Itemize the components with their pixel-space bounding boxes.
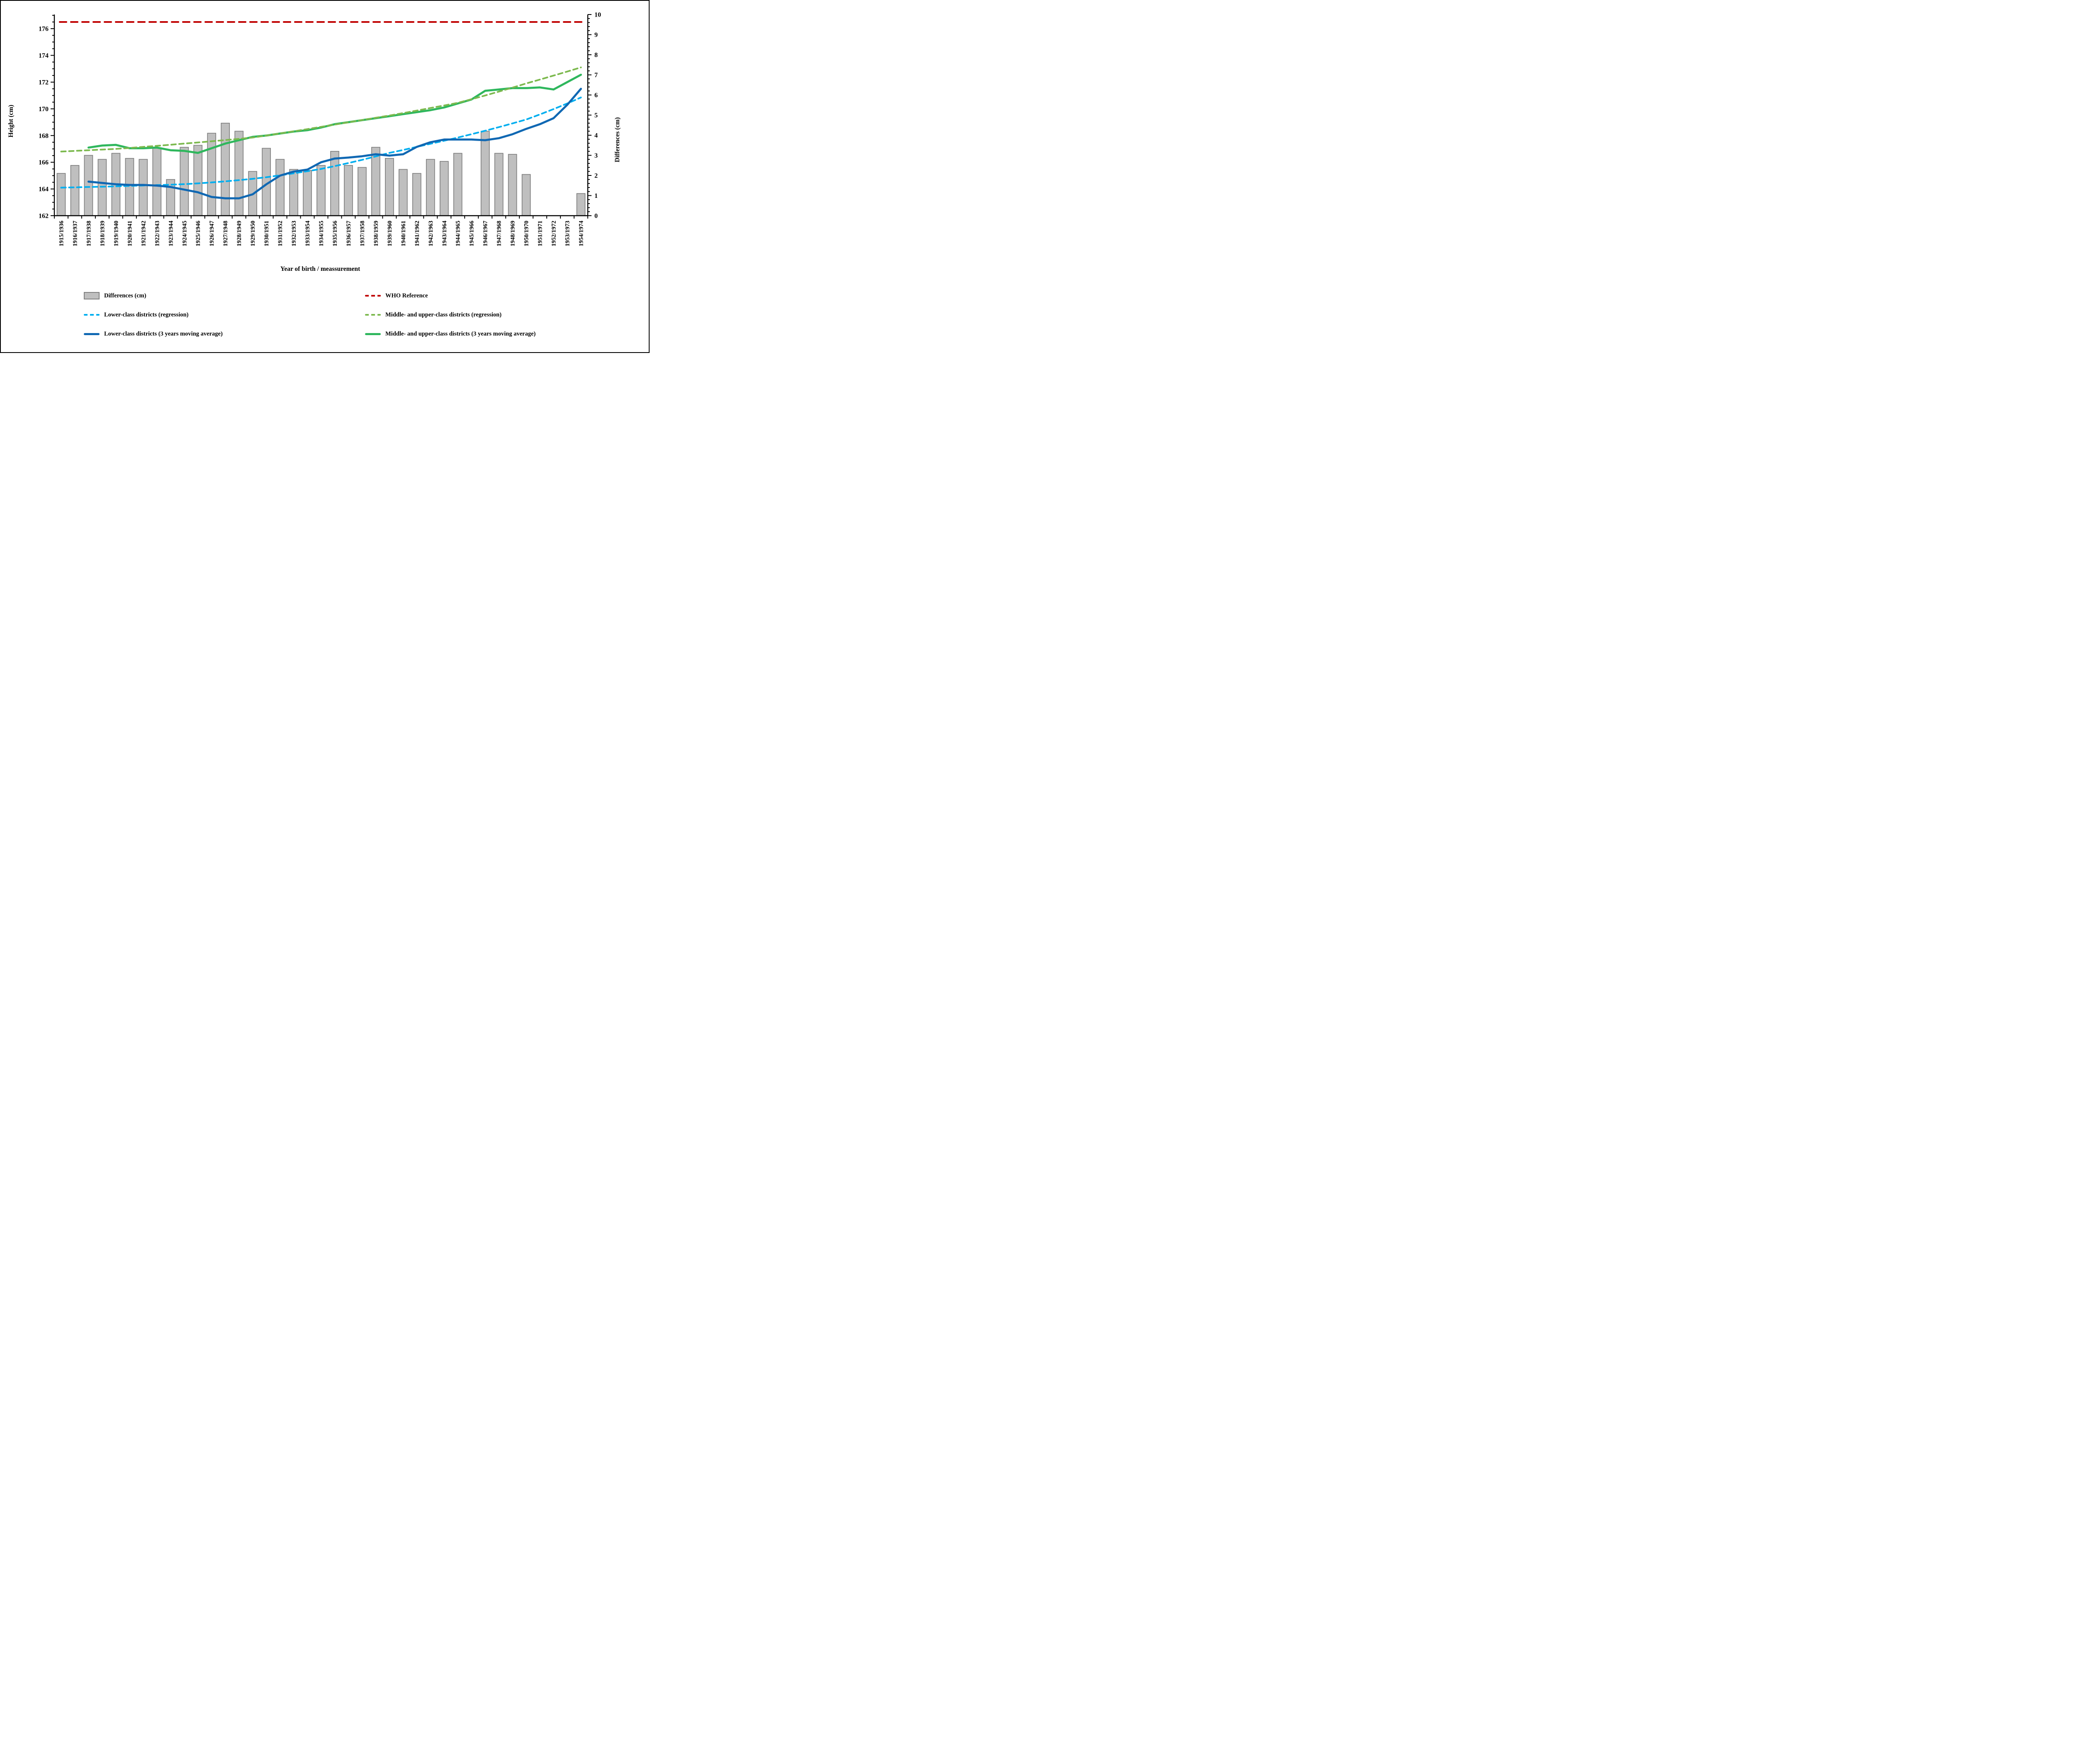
legend-item-lower-ma: Lower-class districts (3 years moving av… xyxy=(84,329,223,338)
right-tick-label: 4 xyxy=(594,132,598,139)
x-category-label: 1930/1951 xyxy=(263,221,270,246)
x-category-label: 1940/1961 xyxy=(400,221,407,246)
legend-item-differences: Differences (cm) xyxy=(84,291,146,300)
right-tick-label: 0 xyxy=(594,213,598,220)
x-category-label: 1946/1967 xyxy=(482,221,489,246)
legend-label-who: WHO Reference xyxy=(385,292,428,299)
left-tick-label: 170 xyxy=(39,106,49,113)
plot-area: 162 164 166 168 170 172 174 176 0 1 2 3 4 5 6 7 8 9 10 1915… xyxy=(39,12,601,247)
x-category-label: 1937/1958 xyxy=(359,221,366,246)
dashed-line-swatch xyxy=(365,314,381,316)
left-tick-label: 166 xyxy=(39,159,49,166)
left-tick-label: 176 xyxy=(39,26,49,33)
x-category-label: 1921/1942 xyxy=(140,221,147,246)
x-axis-title: Year of birth / meassurement xyxy=(280,265,360,273)
right-tick-label: 2 xyxy=(594,173,598,180)
x-category-label: 1918/1939 xyxy=(99,221,106,246)
dashed-line-swatch xyxy=(365,294,381,297)
dashed-line-swatch xyxy=(84,314,100,316)
solid-line-swatch xyxy=(365,333,381,335)
x-category-label: 1938/1959 xyxy=(373,221,380,246)
left-tick-label: 174 xyxy=(39,52,49,59)
x-category-label: 1928/1949 xyxy=(236,221,243,246)
x-category-label: 1923/1944 xyxy=(168,221,174,246)
x-category-label: 1926/1947 xyxy=(209,221,215,246)
line-lower_ma xyxy=(87,88,582,200)
legend-item-middle-regression: Middle- and upper-class districts (regre… xyxy=(365,310,501,319)
line-middle_regression xyxy=(60,66,582,153)
x-category-label: 1934/1955 xyxy=(318,221,325,246)
x-category-label: 1936/1957 xyxy=(346,221,352,246)
x-category-label: 1929/1950 xyxy=(250,221,256,246)
x-category-label: 1915/1936 xyxy=(58,221,65,246)
legend-label-differences: Differences (cm) xyxy=(104,292,146,299)
right-tick-label: 1 xyxy=(594,192,598,200)
right-tick-label: 6 xyxy=(594,92,598,99)
right-tick-label: 8 xyxy=(594,52,598,59)
left-tick-label: 162 xyxy=(39,213,49,220)
x-category-label: 1954/1974 xyxy=(578,221,585,246)
x-category-label: 1932/1953 xyxy=(291,221,297,246)
x-category-label: 1933/1954 xyxy=(304,221,311,246)
x-category-label: 1942/1963 xyxy=(428,221,434,246)
x-category-label: 1945/1966 xyxy=(469,221,475,246)
x-category-label: 1948/1969 xyxy=(510,221,516,246)
x-category-label: 1922/1943 xyxy=(154,221,161,246)
x-category-label: 1941/1962 xyxy=(414,221,421,246)
x-category-label: 1916/1937 xyxy=(72,221,79,246)
left-tick-label: 172 xyxy=(39,79,49,86)
right-tick-label: 3 xyxy=(594,152,598,159)
chart-frame: 162 164 166 168 170 172 174 176 0 1 2 3 4 5 6 7 8 9 10 1915… xyxy=(0,0,650,353)
legend-label-middle-regression: Middle- and upper-class districts (regre… xyxy=(385,311,502,318)
x-category-label: 1951/1971 xyxy=(537,221,544,246)
solid-line-swatch xyxy=(84,333,100,335)
x-category-label: 1917/1938 xyxy=(85,221,92,246)
x-category-label: 1953/1973 xyxy=(565,221,571,246)
x-category-label: 1939/1960 xyxy=(387,221,393,246)
x-category-label: 1924/1945 xyxy=(181,221,188,246)
legend-label-lower-ma: Lower-class districts (3 years moving av… xyxy=(104,330,223,337)
x-category-label: 1935/1956 xyxy=(332,221,338,246)
x-category-label: 1943/1964 xyxy=(441,221,448,246)
right-tick-label: 10 xyxy=(594,12,601,19)
x-category-label: 1920/1941 xyxy=(127,221,133,246)
legend-item-lower-regression: Lower-class districts (regression) xyxy=(84,310,189,319)
legend-item-middle-ma: Middle- and upper-class districts (3 yea… xyxy=(365,329,536,338)
x-category-label: 1950/1970 xyxy=(523,221,530,246)
right-tick-label: 7 xyxy=(594,72,598,79)
x-category-label: 1927/1948 xyxy=(222,221,229,246)
x-category-label: 1925/1946 xyxy=(195,221,202,246)
right-tick-label: 5 xyxy=(594,112,598,119)
right-tick-label: 9 xyxy=(594,32,598,39)
left-tick-label: 164 xyxy=(39,186,49,193)
legend-label-middle-ma: Middle- and upper-class districts (3 yea… xyxy=(385,330,536,337)
bar-swatch xyxy=(84,292,100,299)
x-category-label: 1919/1940 xyxy=(113,221,119,246)
left-tick-label: 168 xyxy=(39,132,49,139)
x-category-label: 1944/1965 xyxy=(455,221,462,246)
x-category-label: 1947/1968 xyxy=(496,221,503,246)
x-category-label: 1952/1972 xyxy=(551,221,557,246)
legend: Differences (cm) Lower-class districts (… xyxy=(1,1,649,352)
x-category-label: 1931/1952 xyxy=(277,221,284,246)
legend-label-lower-regression: Lower-class districts (regression) xyxy=(104,311,189,318)
legend-item-who: WHO Reference xyxy=(365,291,428,300)
